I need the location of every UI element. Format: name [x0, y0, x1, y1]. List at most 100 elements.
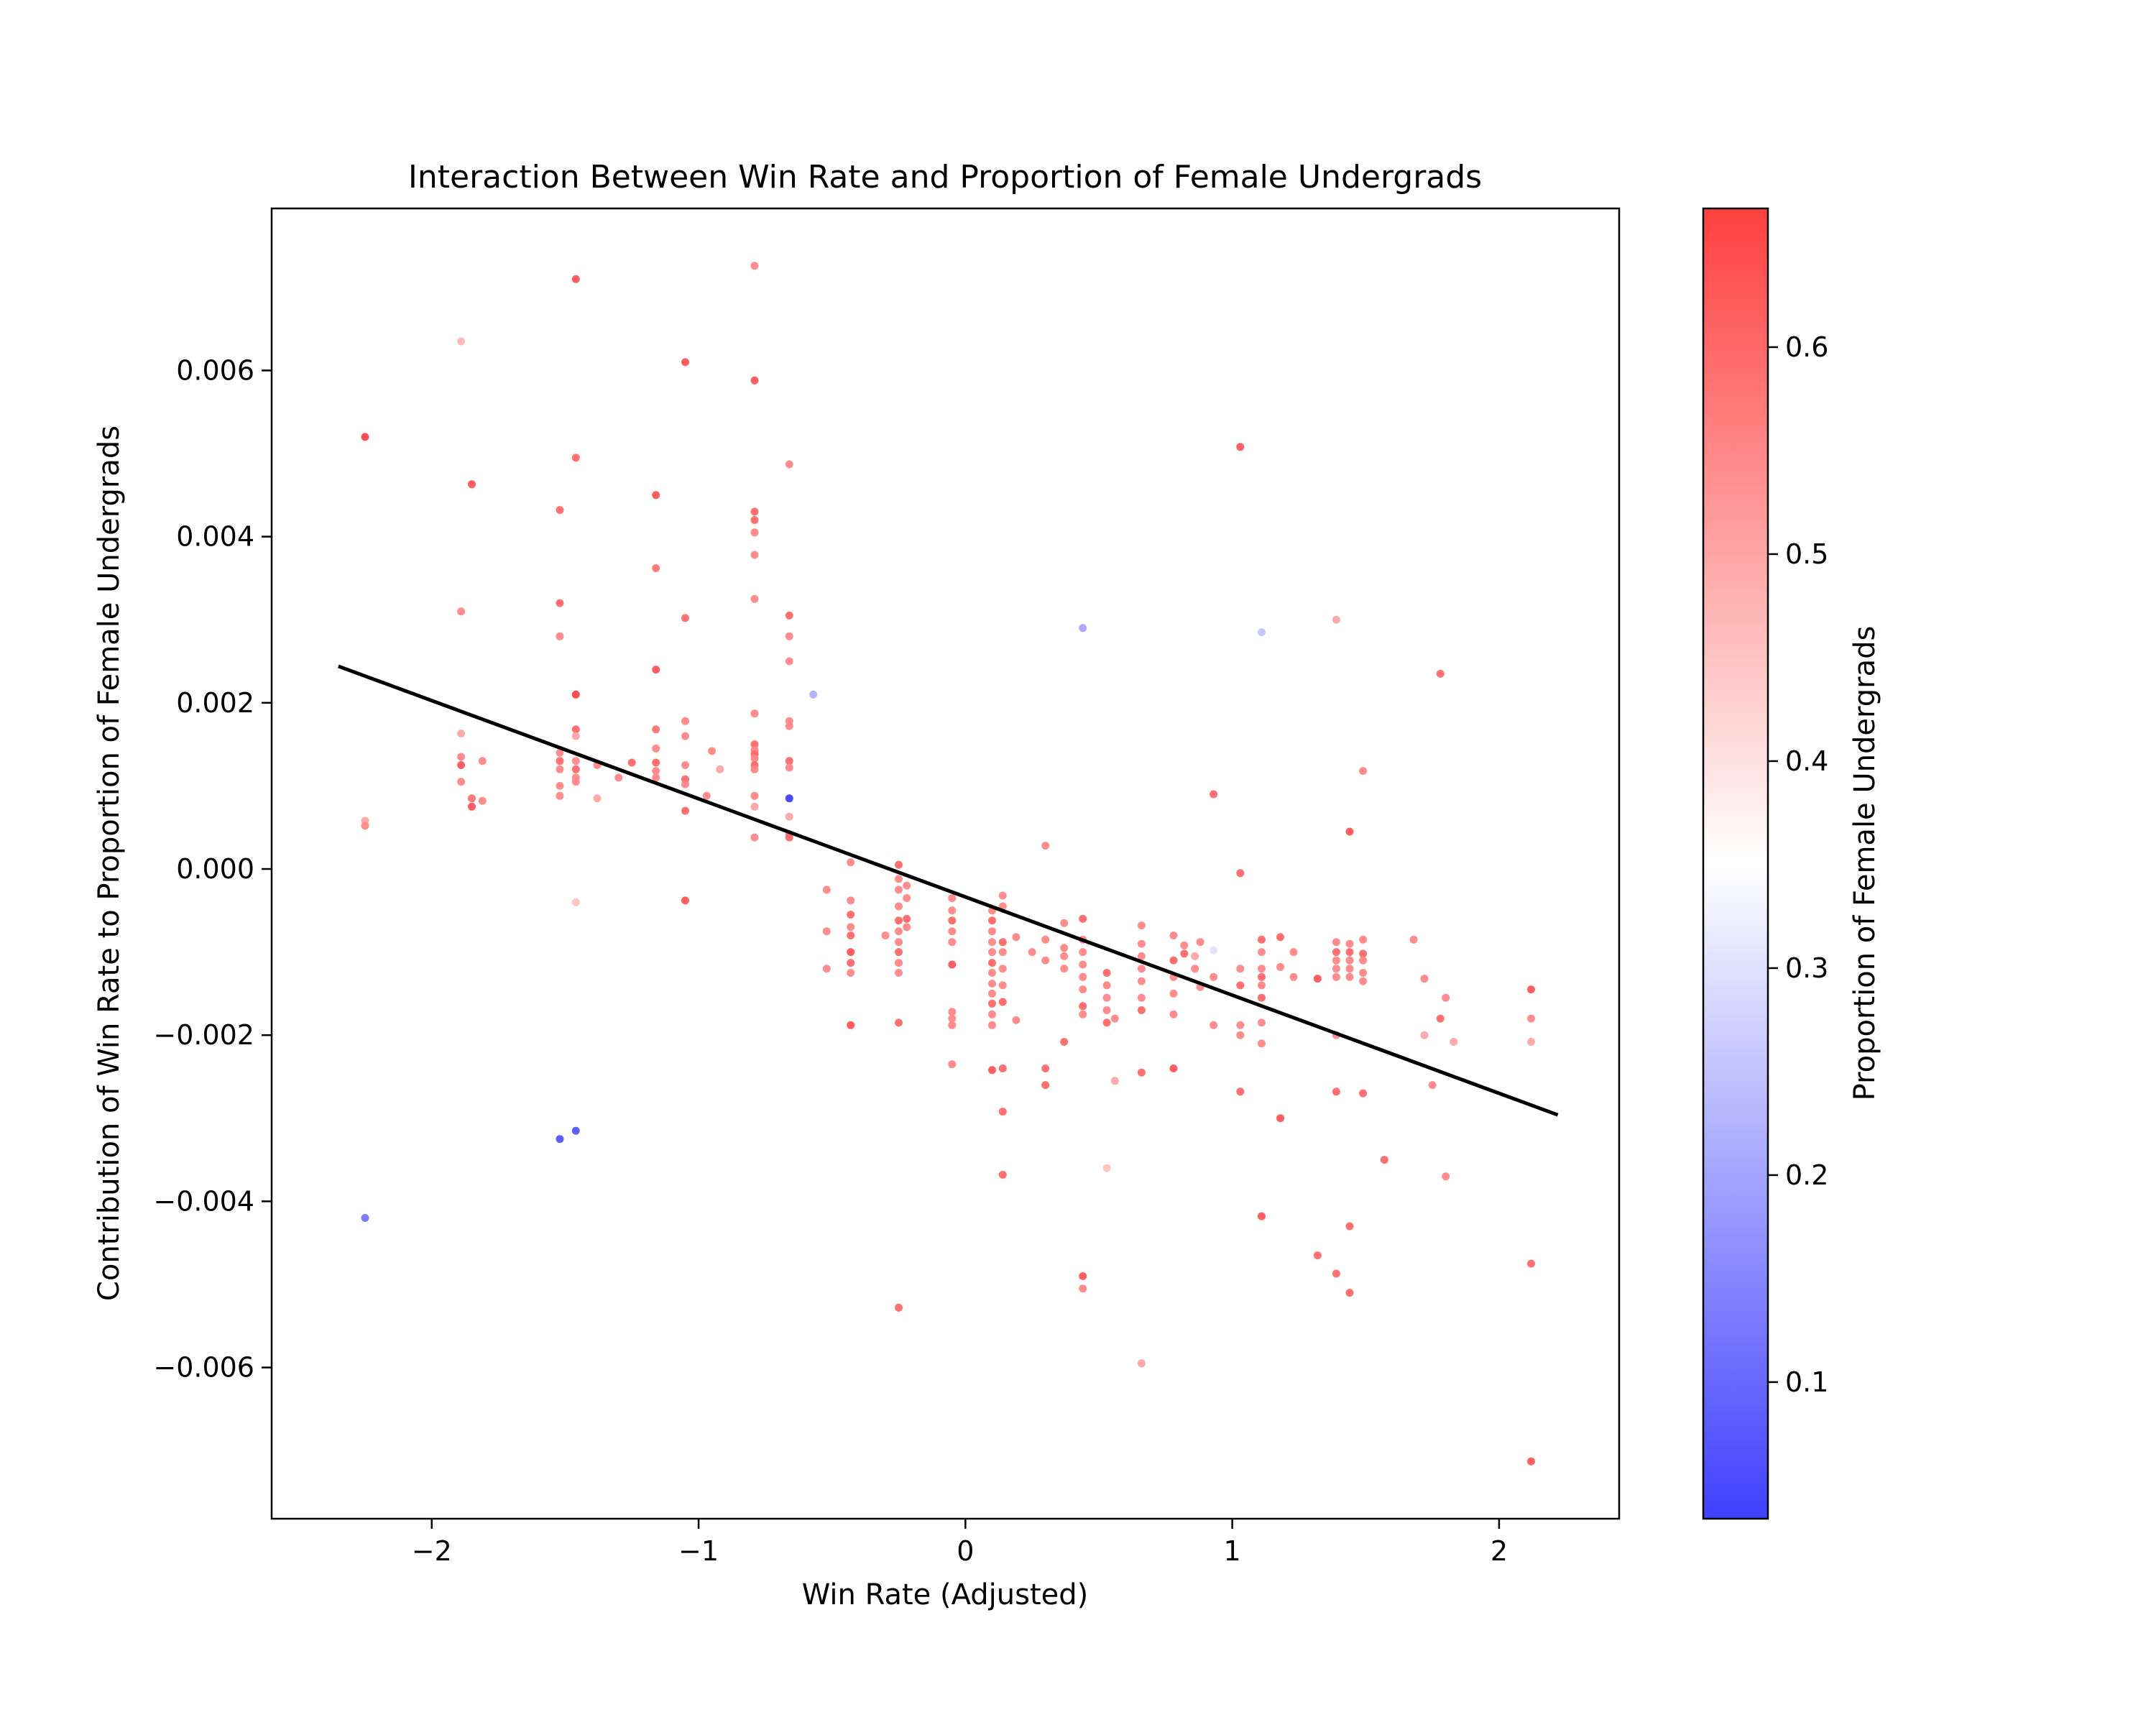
scatter-point [681, 732, 689, 740]
scatter-point [998, 998, 1007, 1006]
scatter-point [1169, 1064, 1178, 1072]
scatter-point [988, 916, 996, 925]
scatter-point [895, 875, 903, 883]
scatter-point [1289, 972, 1298, 981]
scatter-point [750, 262, 759, 270]
scatter-point [1236, 1021, 1245, 1029]
scatter-point [1276, 1114, 1284, 1123]
scatter-point [785, 757, 793, 765]
scatter-point [556, 599, 564, 607]
scatter-point [1191, 965, 1199, 973]
scatter-point [1345, 965, 1354, 973]
scatter-point [847, 1021, 855, 1029]
scatter-point [903, 894, 911, 902]
scatter-point [681, 717, 689, 725]
scatter-point [948, 916, 957, 925]
scatter-point [895, 948, 903, 957]
scatter-point [988, 1021, 996, 1029]
y-tick-label: 0.002 [176, 687, 254, 719]
scatter-point [556, 632, 564, 640]
scatter-point [1409, 935, 1418, 944]
scatter-point [1180, 941, 1189, 949]
colorbar-tick-label: 0.4 [1785, 745, 1828, 777]
y-axis-label: Contribution of Win Rate to Proportion o… [93, 426, 126, 1301]
scatter-point [1527, 1014, 1535, 1023]
scatter-point [750, 740, 759, 749]
scatter-point [895, 927, 903, 936]
scatter-point [1041, 1081, 1050, 1090]
scatter-point [1079, 1010, 1087, 1018]
scatter-point [593, 794, 602, 803]
scatter-point [1258, 981, 1266, 990]
x-axis-ticks: −2 −1 0 1 2 [412, 1519, 1508, 1567]
colorbar-ticks: 0.1 0.2 0.3 0.4 0.5 0.6 [1768, 331, 1828, 1398]
scatter-point [1137, 993, 1146, 1002]
trend-line [337, 664, 1559, 1117]
scatter-point [988, 969, 996, 977]
scatter-point [1210, 790, 1218, 799]
scatter-point [361, 822, 369, 830]
scatter-point [895, 916, 903, 925]
scatter-point [988, 989, 996, 998]
scatter-point [1359, 949, 1368, 958]
scatter-point [1041, 956, 1050, 965]
scatter-point [1137, 965, 1146, 973]
scatter-point [1527, 1259, 1535, 1268]
scatter-point [1236, 443, 1245, 451]
scatter-point [1332, 1269, 1340, 1278]
scatter-point [998, 891, 1007, 900]
scatter-point [1079, 972, 1087, 981]
scatter-point [895, 1018, 903, 1027]
scatter-point [681, 780, 689, 788]
scatter-point [785, 632, 793, 640]
scatter-point [903, 881, 911, 890]
scatter-point [571, 454, 580, 462]
scatter-point [809, 690, 818, 699]
scatter-point [1332, 972, 1340, 981]
scatter-point [1258, 948, 1266, 957]
scatter-point [948, 960, 957, 969]
scatter-point [457, 778, 466, 786]
scatter-point [571, 778, 580, 786]
scatter-point [1028, 948, 1036, 957]
y-tick-label: 0.006 [176, 354, 254, 386]
scatter-point [750, 765, 759, 773]
scatter-point [1137, 939, 1146, 948]
scatter-point [1041, 935, 1050, 944]
scatter-point [571, 725, 580, 734]
scatter-point [1359, 977, 1368, 985]
scatter-point [1169, 956, 1178, 965]
scatter-point [785, 460, 793, 469]
scatter-point [847, 911, 855, 919]
y-tick-label: −0.006 [153, 1352, 254, 1384]
scatter-point [1180, 949, 1189, 958]
scatter-point [1210, 1021, 1218, 1029]
scatter-point [785, 611, 793, 620]
colorbar-tick-label: 0.1 [1785, 1366, 1828, 1398]
x-tick-label: −2 [412, 1535, 452, 1567]
scatter-point [1102, 969, 1111, 977]
scatter-point [1060, 965, 1069, 973]
scatter-point [1258, 993, 1266, 1002]
scatter-point [1258, 1039, 1266, 1048]
scatter-point [1102, 1164, 1111, 1172]
scatter-point [1079, 985, 1087, 994]
scatter-point [652, 758, 660, 767]
scatter-point [457, 753, 466, 761]
scatter-point [556, 757, 564, 765]
scatter-point [1332, 965, 1340, 973]
scatter-point [1258, 628, 1266, 637]
scatter-point [1420, 1031, 1429, 1039]
scatter-point [895, 886, 903, 894]
scatter-point [556, 506, 564, 515]
scatter-point [652, 744, 660, 753]
scatter-point [948, 906, 957, 915]
scatter-point [1276, 962, 1284, 971]
scatter-point [708, 747, 717, 755]
scatter-point [1060, 919, 1069, 927]
colorbar-tick-label: 0.6 [1785, 331, 1828, 363]
scatter-point [1137, 1006, 1146, 1014]
scatter-point [1450, 1038, 1458, 1046]
scatter-point [681, 806, 689, 815]
